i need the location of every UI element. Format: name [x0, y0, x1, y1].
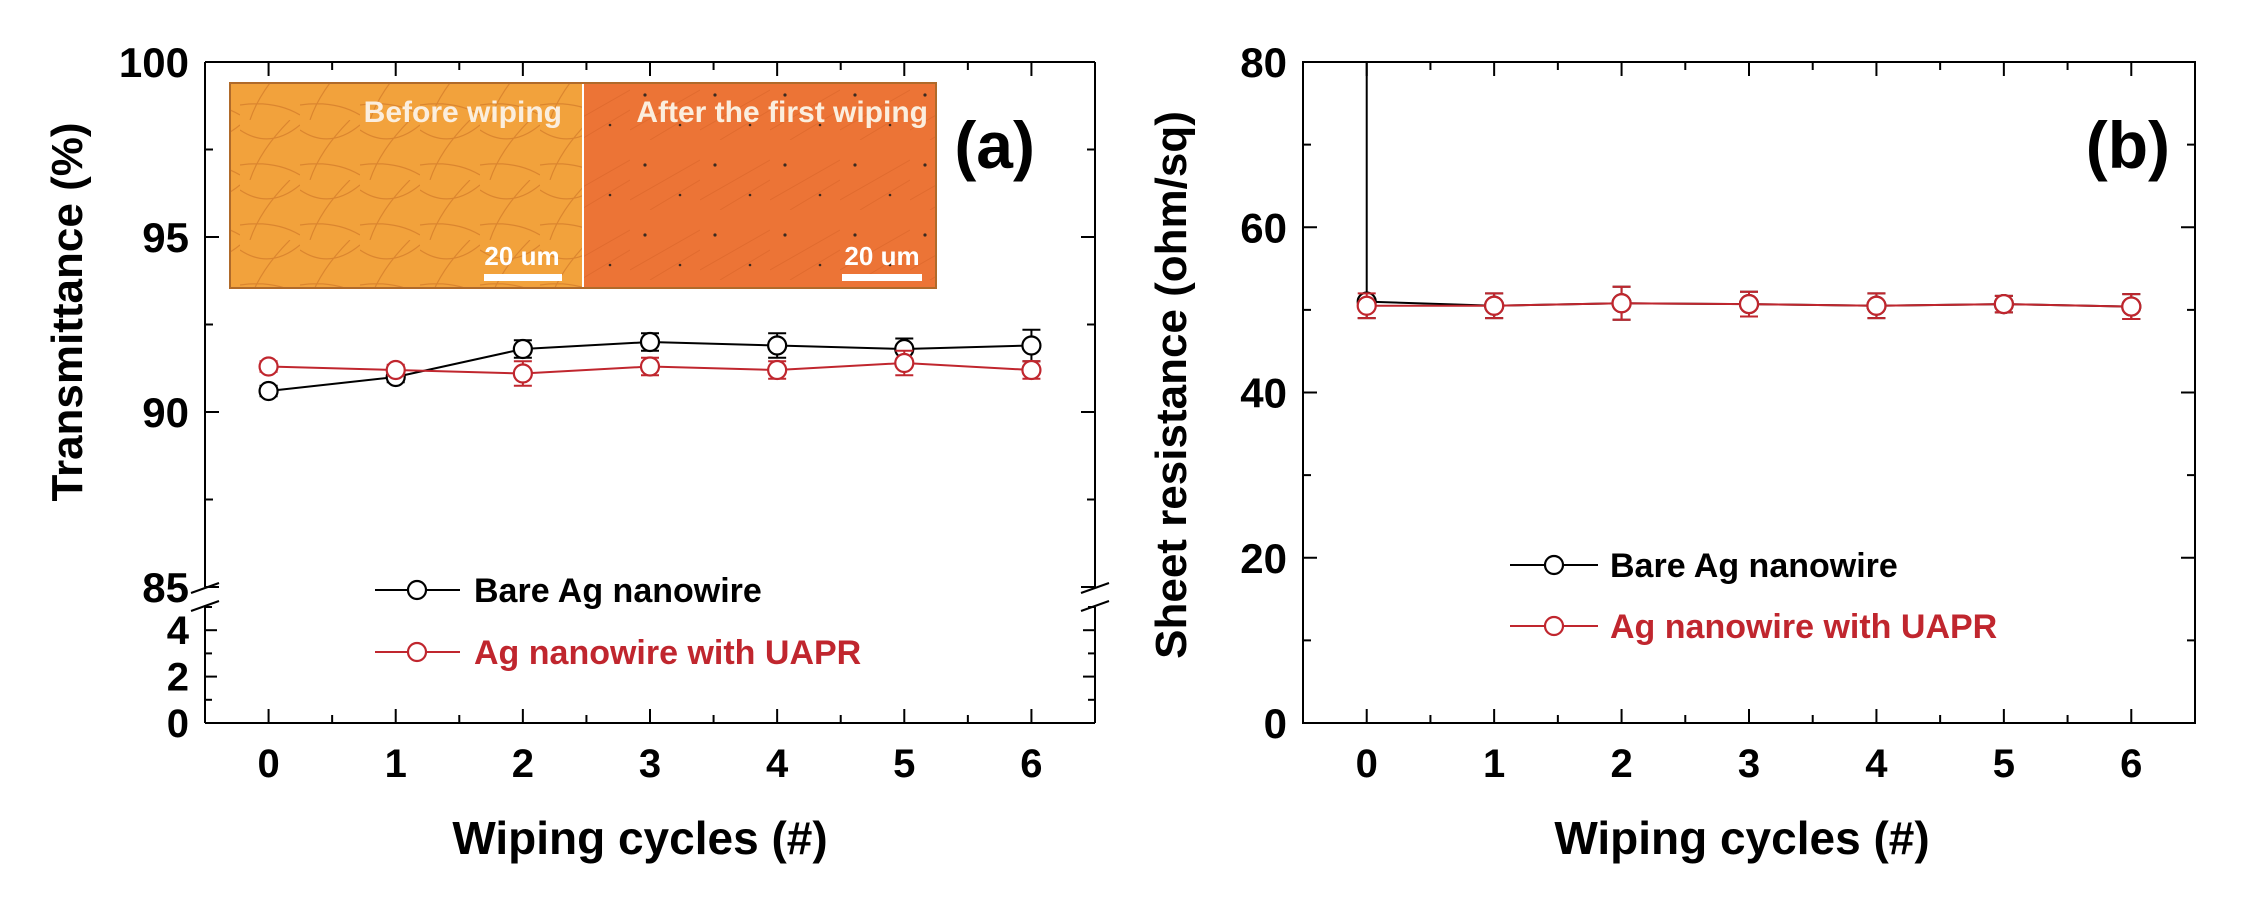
panel-b: (b) Sheet resistance (ohm/sq) Wiping cyc…: [1147, 39, 2196, 864]
xtick-label-b: 6: [2120, 742, 2142, 786]
data-point-a: [1021, 359, 1042, 381]
panel-a-inset: Before wiping After the first wiping 20 …: [229, 82, 937, 289]
data-point-b: [2121, 296, 2142, 317]
inset-after-scalebar: [842, 274, 922, 281]
data-point-a: [767, 335, 788, 356]
legend-label-uapr: Ag nanowire with UAPR: [474, 634, 861, 672]
panel-a: (a) Transmittance (%) Wiping cycles (#) …: [43, 39, 1110, 864]
ytick-label-lower: 2: [167, 656, 189, 700]
inset-before-label: Before wiping: [364, 96, 562, 129]
legend-b-label-uapr: Ag nanowire with UAPR: [1610, 608, 1997, 646]
inset-before-scale: 20 um: [484, 241, 559, 271]
data-point-b: [1738, 293, 1760, 315]
ytick-label-b: 20: [1240, 535, 1287, 582]
data-point-b: [1611, 293, 1632, 314]
xtick-label-b: 3: [1738, 742, 1760, 786]
data-point-a: [512, 338, 533, 360]
panel-a-xlabel: Wiping cycles (#): [452, 812, 827, 864]
data-point-a: [767, 359, 788, 381]
ytick-label-lower: 4: [167, 609, 190, 653]
inset-after-scale: 20 um: [844, 241, 919, 271]
data-point-a: [639, 331, 661, 353]
axis-break-left-1: [190, 582, 220, 594]
legend-marker-bare: [406, 579, 428, 601]
panel-b-axes: 0 20 40 60 80 0 1 2 3 4 5 6: [1240, 39, 2196, 786]
data-point-b: [1356, 295, 1377, 316]
panel-a-ylabel: Transmittance (%): [43, 123, 92, 502]
panel-b-legend: Bare Ag nanowire Ag nanowire with UAPR: [1510, 547, 1997, 646]
ytick-label-upper: 90: [142, 389, 189, 436]
data-point-a: [512, 363, 533, 384]
xtick-label-b: 4: [1865, 742, 1888, 786]
data-point-b: [1993, 293, 2014, 315]
ytick-label-upper: 85: [142, 564, 189, 611]
ytick-label-b: 0: [1264, 700, 1287, 747]
panel-a-series: [258, 328, 1042, 402]
data-point-a: [258, 356, 279, 377]
legend-b-label-bare: Bare Ag nanowire: [1610, 547, 1898, 585]
panel-a-upper-axes: 85 90 95 100: [119, 39, 1096, 611]
axis-break-right-1: [1080, 582, 1110, 594]
xtick-label-b: 2: [1610, 742, 1632, 786]
data-point-a: [385, 359, 406, 381]
xtick-label-a: 1: [385, 742, 407, 786]
legend-marker-uapr: [406, 641, 428, 663]
ytick-label-b: 40: [1240, 370, 1287, 417]
xtick-label-a: 6: [1020, 742, 1042, 786]
legend-b-marker-bare: [1543, 554, 1565, 576]
panel-b-xlabel: Wiping cycles (#): [1554, 812, 1929, 864]
ytick-label-upper: 95: [142, 214, 189, 261]
data-point-b: [1484, 295, 1505, 316]
panel-b-series: [1356, 62, 2142, 321]
xtick-label-a: 5: [893, 742, 915, 786]
ytick-label-upper: 100: [119, 39, 189, 86]
data-point-a: [1021, 335, 1042, 356]
legend-label-bare: Bare Ag nanowire: [474, 572, 762, 610]
inset-before-scalebar: [484, 274, 562, 281]
xtick-label-a: 3: [639, 742, 661, 786]
xtick-label-a: 0: [257, 742, 279, 786]
panel-b-ylabel: Sheet resistance (ohm/sq): [1147, 111, 1196, 659]
legend-b-marker-uapr: [1543, 615, 1565, 637]
xtick-label-a: 2: [512, 742, 534, 786]
data-point-a: [258, 380, 279, 402]
ytick-label-lower: 0: [167, 702, 189, 746]
xtick-label-a: 4: [766, 742, 789, 786]
ytick-label-b: 60: [1240, 204, 1287, 251]
xtick-label-b: 0: [1356, 742, 1378, 786]
data-point-a: [894, 352, 915, 374]
xtick-label-b: 1: [1483, 742, 1505, 786]
panel-b-label: (b): [2086, 108, 2170, 182]
panel-a-legend: Bare Ag nanowire Ag nanowire with UAPR: [375, 572, 861, 672]
inset-after-label: After the first wiping: [636, 96, 928, 129]
panel-a-label: (a): [954, 108, 1035, 182]
data-point-b: [1866, 295, 1887, 316]
data-point-a: [639, 356, 661, 377]
ytick-label-b: 80: [1240, 39, 1287, 86]
xtick-label-b: 5: [1993, 742, 2015, 786]
